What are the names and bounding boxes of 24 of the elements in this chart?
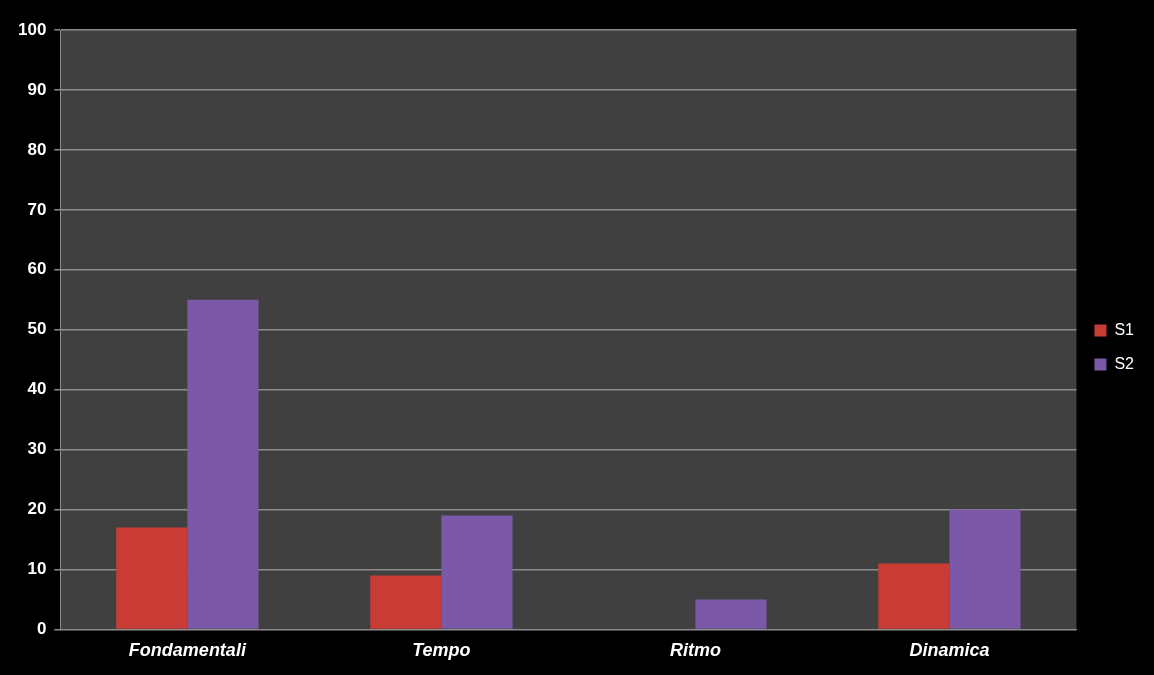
y-tick-label: 40 xyxy=(27,379,47,399)
y-tick-label: 0 xyxy=(36,619,47,639)
y-tick-label: 100 xyxy=(17,19,47,39)
bar xyxy=(878,563,950,629)
bar xyxy=(370,575,442,629)
y-tick-label: 20 xyxy=(27,499,47,519)
y-tick-label: 30 xyxy=(27,439,47,459)
y-tick-label: 10 xyxy=(27,559,47,579)
x-tick-label: Dinamica xyxy=(909,640,990,661)
x-tick-label: Ritmo xyxy=(669,640,721,661)
y-tick-label: 50 xyxy=(27,319,47,339)
y-tick-label: 90 xyxy=(27,79,47,99)
y-tick-label: 70 xyxy=(27,199,47,219)
y-tick-label: 80 xyxy=(27,139,47,159)
y-tick-label: 60 xyxy=(27,259,47,279)
bar xyxy=(949,509,1021,629)
legend-label: S1 xyxy=(1114,320,1135,338)
bar xyxy=(187,299,259,629)
bar xyxy=(116,527,188,629)
x-tick-label: Fondamentali xyxy=(128,640,247,661)
x-tick-label: Tempo xyxy=(412,640,471,661)
legend-label: S2 xyxy=(1114,354,1135,372)
bar xyxy=(695,599,767,629)
bar xyxy=(441,515,513,629)
